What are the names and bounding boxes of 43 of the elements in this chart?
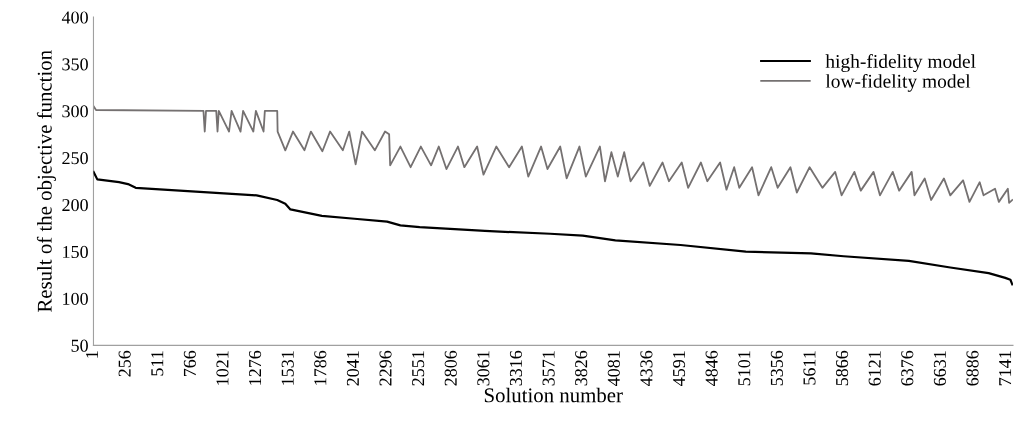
x-tick-label: 4846 bbox=[705, 350, 718, 386]
x-tick-label: 2551 bbox=[412, 351, 425, 386]
x-tick-label: 6376 bbox=[901, 350, 914, 386]
x-tick-label: 6631 bbox=[933, 351, 946, 386]
y-tick-label: 50 bbox=[71, 339, 88, 352]
x-tick-label: 7141 bbox=[999, 351, 1012, 386]
x-tick-label: 2806 bbox=[444, 350, 457, 386]
x-tick-label: 3061 bbox=[477, 351, 490, 386]
y-tick-label: 400 bbox=[61, 11, 88, 24]
y-tick-label: 100 bbox=[63, 292, 88, 305]
y-tick-label: 350 bbox=[62, 58, 88, 71]
x-tick-label: 511 bbox=[151, 351, 164, 376]
x-axis-title: Solution number bbox=[484, 387, 623, 403]
y-tick-label: 150 bbox=[63, 245, 88, 259]
x-tick-label: 1 bbox=[86, 351, 98, 358]
legend-label: low-fidelity model bbox=[825, 73, 971, 92]
y-axis-title: Result of the objective function bbox=[36, 50, 56, 312]
line-series bbox=[93, 170, 1013, 286]
x-tick-label: 1021 bbox=[216, 351, 229, 385]
x-tick-label: 1786 bbox=[314, 350, 327, 385]
x-tick-label: 2296 bbox=[379, 350, 392, 386]
x-tick-label: 3826 bbox=[575, 350, 588, 386]
x-tick-label: 256 bbox=[118, 350, 131, 377]
y-tick-label: 250 bbox=[62, 152, 88, 165]
y-tick-label: 300 bbox=[62, 105, 88, 118]
x-tick-label: 3316 bbox=[509, 350, 523, 386]
y-tick-label: 200 bbox=[62, 198, 88, 212]
x-tick-label: 766 bbox=[183, 350, 196, 377]
x-tick-label: 4081 bbox=[607, 351, 620, 386]
legend-label: high-fidelity model bbox=[825, 54, 976, 72]
x-tick-label: 5356 bbox=[770, 350, 783, 386]
x-tick-label: 5866 bbox=[835, 350, 849, 386]
x-tick-label: 4591 bbox=[672, 351, 686, 386]
x-tick-label: 2041 bbox=[346, 351, 359, 386]
x-tick-label: 4336 bbox=[640, 350, 653, 386]
x-tick-label: 1276 bbox=[249, 350, 262, 385]
line-series bbox=[93, 105, 1013, 204]
x-tick-label: 5611 bbox=[803, 351, 816, 385]
x-tick-label: 1531 bbox=[281, 351, 294, 385]
x-tick-label: 6121 bbox=[868, 351, 881, 386]
x-tick-label: 6886 bbox=[966, 350, 979, 386]
x-tick-label: 5101 bbox=[738, 351, 751, 386]
x-tick-label: 3571 bbox=[542, 351, 555, 386]
